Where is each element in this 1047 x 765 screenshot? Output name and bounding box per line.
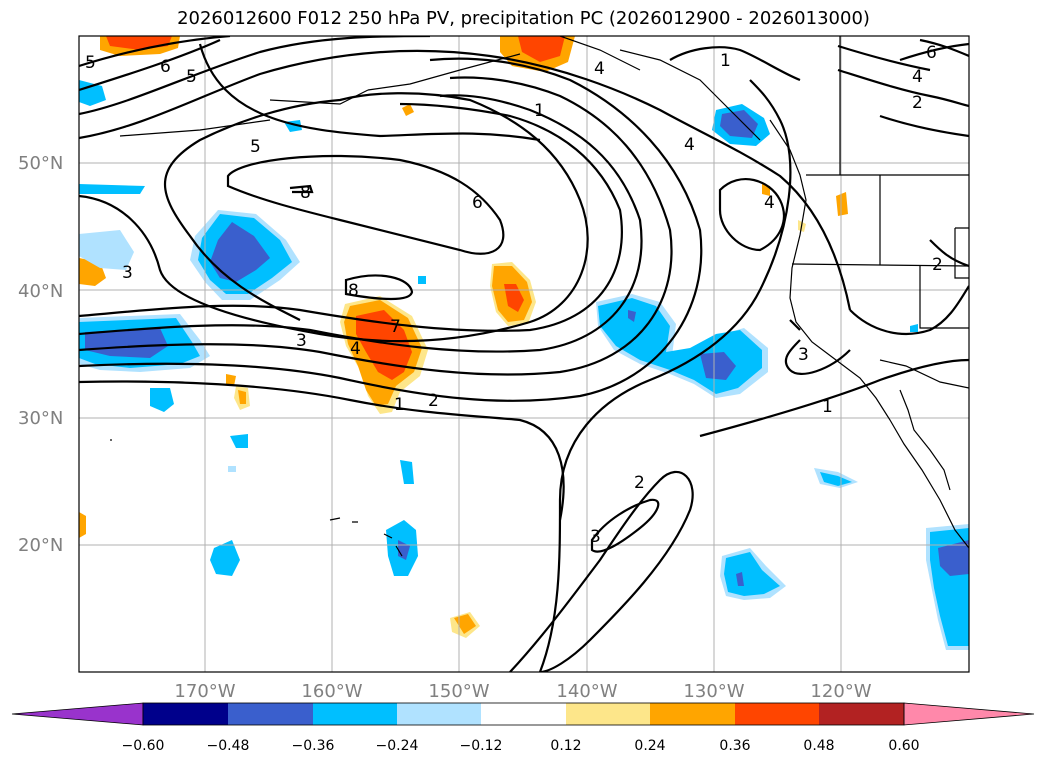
colorbar-tick-label: −0.48 [207,738,250,754]
colorbar-tick-label: −0.36 [292,738,335,754]
lon-label: 160°W [301,681,362,702]
colorbar-tick-label: 0.36 [719,738,750,754]
colorbar-tick-label: 0.12 [550,738,581,754]
pv-label: 5 [250,137,261,157]
colorbar-segment [481,703,566,725]
pv-label: 4 [594,59,605,79]
colorbar-extend-max [903,702,1035,726]
pv-label: 5 [85,53,96,73]
lon-label: 140°W [556,681,617,702]
colorbar-segment [819,703,904,725]
colorbar-tick-label: −0.12 [460,738,503,754]
lat-label: 20°N [18,535,63,556]
colorbar-segment [735,703,819,725]
pv-label: 6 [926,43,937,63]
lon-label: 170°W [174,681,235,702]
colorbar-extend-min [11,702,144,726]
lon-label: 150°W [428,681,489,702]
lon-label: 130°W [683,681,744,702]
pv-contour-labels: 6 5 5 4 1 4 1 6 4 2 5 8 6 4 3 8 7 3 4 2 … [85,43,943,547]
colorbar-segment [228,703,313,725]
colorbar-tick-label: 0.60 [888,738,919,754]
pv-label: 8 [300,183,311,203]
colorbar-segment [143,703,228,725]
pv-contours [79,36,969,672]
map-title: 2026012600 F012 250 hPa PV, precipitatio… [177,8,870,29]
colorbar-tick-label: −0.24 [376,738,419,754]
colorbar-segment [313,703,397,725]
lon-label: 120°W [810,681,871,702]
pv-label: 3 [122,263,133,283]
pv-label: 2 [912,93,923,113]
colorbar-segment [566,703,650,725]
pv-label: 1 [822,397,833,417]
colorbar-tick-label: 0.24 [634,738,665,754]
lat-label: 30°N [18,408,63,429]
pv-label: 4 [764,193,775,213]
lat-label: 50°N [18,153,63,174]
map-frame [78,35,970,673]
colorbar-tick-label: 0.48 [803,738,834,754]
pv-label: 7 [390,317,401,337]
longitude-labels: 170°W 160°W 150°W 140°W 130°W 120°W [174,681,871,702]
colorbar-segment [397,703,481,725]
pv-label: 2 [428,391,439,411]
pv-label: 1 [394,395,405,415]
gridlines [79,36,969,672]
lat-label: 40°N [18,281,63,302]
pv-label: 6 [472,193,483,213]
pv-label: 2 [634,473,645,493]
map-plot-area: 6 5 5 4 1 4 1 6 4 2 5 8 6 4 3 8 7 3 4 2 … [79,36,969,672]
pv-label: 8 [348,281,359,301]
colorbar-segment [650,703,735,725]
pv-label: 4 [350,339,361,359]
coastlines [110,36,969,557]
pv-label: 1 [534,101,545,121]
pv-label: 1 [720,51,731,71]
colorbar: −0.60 −0.48 −0.36 −0.24 −0.12 0.12 0.24 … [11,702,1035,754]
pv-label: 4 [912,67,923,87]
pv-label: 3 [296,331,307,351]
latitude-labels: 50°N 40°N 30°N 20°N [18,153,63,556]
pv-label: 4 [684,135,695,155]
pv-label: 3 [798,345,809,365]
pv-label: 6 [160,57,171,77]
colorbar-tick-label: −0.60 [122,738,165,754]
colorbar-frame [142,702,905,726]
pv-label: 3 [590,527,601,547]
pv-label: 5 [186,67,197,87]
pv-label: 2 [932,255,943,275]
